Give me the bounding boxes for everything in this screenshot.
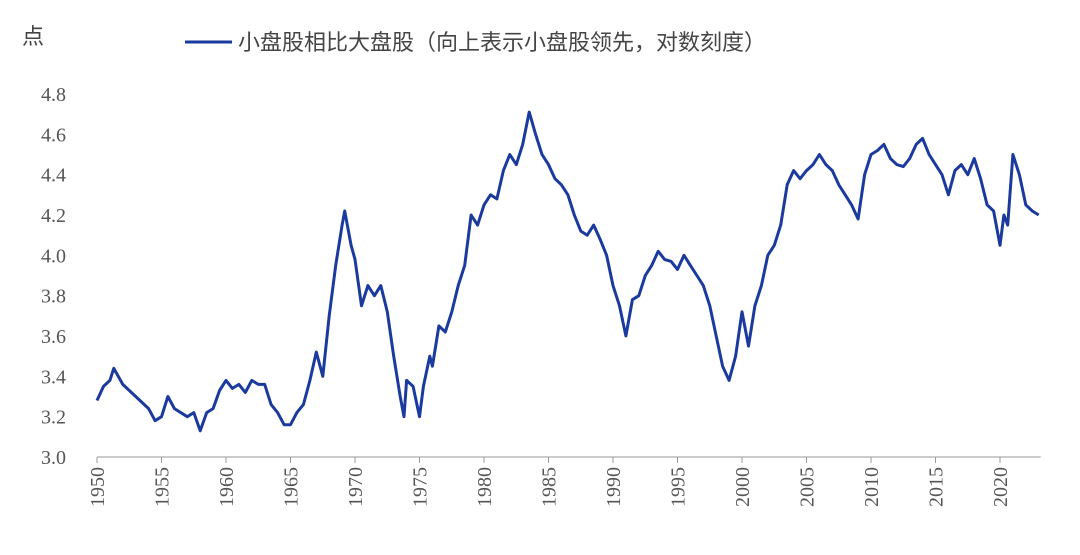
x-tick-label: 1955 (152, 467, 174, 507)
series-line (95, 110, 1040, 433)
x-tick-label: 1995 (668, 467, 690, 507)
x-tick-label: 1960 (216, 467, 238, 507)
x-tick-label: 1990 (603, 467, 625, 507)
y-axis-label: 点 (22, 25, 44, 50)
y-tick-label: 4.8 (41, 84, 66, 106)
y-tick-label: 3.6 (41, 326, 66, 348)
x-tick-label: 2010 (861, 467, 883, 507)
x-tick-label: 1985 (539, 467, 561, 507)
y-tick-label: 4.0 (41, 245, 66, 267)
x-tick-label: 2015 (926, 467, 948, 507)
y-tick-label: 3.4 (41, 366, 66, 388)
y-tick-label: 4.4 (41, 165, 66, 187)
x-tick-label: 2005 (797, 467, 819, 507)
legend-label: 小盘股相比大盘股（向上表示小盘股领先，对数刻度） (238, 31, 766, 56)
y-tick-label: 4.6 (41, 124, 66, 146)
x-tick-label: 1975 (410, 467, 432, 507)
y-tick-label: 3.8 (41, 286, 66, 308)
x-tick-label: 1950 (87, 467, 109, 507)
y-tick-label: 3.0 (41, 447, 66, 469)
x-tick-label: 1965 (281, 467, 303, 507)
y-tick-label: 3.2 (41, 407, 66, 429)
x-tick-label: 1970 (345, 467, 367, 507)
y-tick-label: 4.2 (41, 205, 66, 227)
x-tick-label: 1980 (474, 467, 496, 507)
x-tick-label: 2020 (990, 467, 1012, 507)
x-tick-label: 2000 (732, 467, 754, 507)
